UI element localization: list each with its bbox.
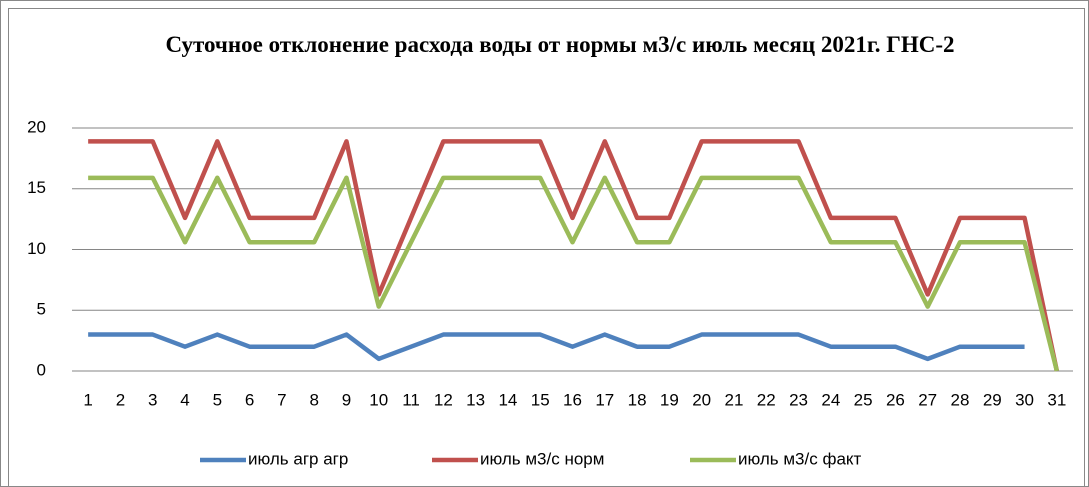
y-tick-label: 15 [27, 178, 46, 197]
x-tick-label: 5 [213, 390, 222, 409]
y-tick-label: 10 [27, 239, 46, 258]
x-tick-label: 4 [180, 390, 189, 409]
x-tick-label: 23 [789, 390, 808, 409]
x-tick-label: 29 [983, 390, 1002, 409]
x-tick-label: 2 [116, 390, 125, 409]
legend-label: июль м3/с факт [738, 449, 862, 468]
x-tick-label: 26 [886, 390, 905, 409]
x-tick-label: 14 [498, 390, 517, 409]
x-tick-label: 30 [1015, 390, 1034, 409]
x-tick-label: 21 [724, 390, 743, 409]
chart-title: Суточное отклонение расхода воды от норм… [165, 32, 955, 57]
x-tick-label: 8 [309, 390, 318, 409]
series-line [88, 332, 1025, 362]
x-tick-label: 10 [369, 390, 388, 409]
x-tick-label: 9 [342, 390, 351, 409]
x-tick-label: 11 [402, 390, 420, 409]
x-tick-label: 13 [466, 390, 485, 409]
x-tick-label: 19 [660, 390, 679, 409]
chart-area [8, 8, 1085, 487]
series-line [88, 175, 1060, 372]
x-tick-label: 1 [83, 390, 92, 409]
x-tick-label: 17 [595, 390, 614, 409]
x-tick-label: 3 [148, 390, 157, 409]
x-tick-label: 28 [951, 390, 970, 409]
y-tick-label: 20 [27, 117, 46, 136]
x-tick-label: 24 [821, 390, 840, 409]
x-tick-label: 31 [1047, 390, 1066, 409]
x-tick-label: 15 [531, 390, 550, 409]
legend-label: июль агр агр [248, 449, 348, 468]
x-tick-label: 18 [628, 390, 647, 409]
x-tick-label: 27 [918, 390, 937, 409]
x-tick-label: 12 [434, 390, 453, 409]
y-tick-label: 0 [37, 360, 46, 379]
x-tick-label: 16 [563, 390, 582, 409]
x-tick-label: 7 [277, 390, 286, 409]
x-tick-label: 20 [692, 390, 711, 409]
x-tick-label: 25 [854, 390, 873, 409]
series-line [88, 139, 1060, 372]
x-tick-label: 6 [245, 390, 254, 409]
x-tick-label: 22 [757, 390, 776, 409]
y-tick-label: 5 [37, 300, 46, 319]
legend-label: июль м3/с норм [480, 449, 604, 468]
